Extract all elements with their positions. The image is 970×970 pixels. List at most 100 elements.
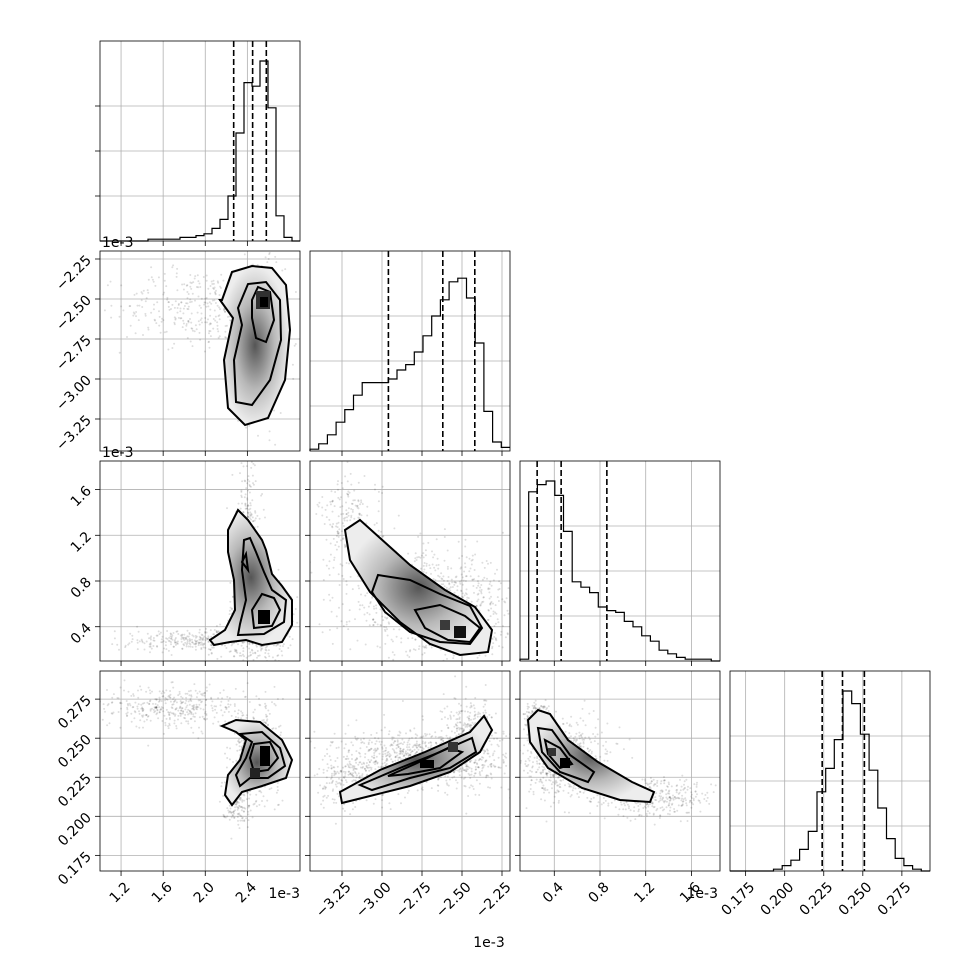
scatter-point <box>238 741 241 744</box>
scatter-point <box>180 636 183 639</box>
scatter-point <box>208 332 210 335</box>
scatter-point <box>195 640 198 643</box>
scatter-point <box>340 513 343 516</box>
scatter-point <box>207 287 210 290</box>
scatter-point <box>220 644 223 647</box>
scatter-point <box>150 647 153 650</box>
scatter-point <box>388 622 391 625</box>
scatter-point <box>250 461 253 463</box>
scatter-point <box>430 572 432 575</box>
scatter-point <box>475 586 478 589</box>
scatter-point <box>168 718 171 721</box>
scatter-point <box>206 302 209 305</box>
scatter-point <box>250 518 252 521</box>
scatter-point <box>186 307 189 310</box>
scatter-point <box>209 629 212 632</box>
scatter-point <box>250 648 253 651</box>
scatter-point <box>487 587 490 590</box>
scatter-point <box>251 649 254 652</box>
scatter-point <box>459 582 462 585</box>
scatter-point <box>246 497 249 500</box>
scatter-point <box>458 580 461 583</box>
scatter-point <box>118 648 120 651</box>
scatter-point <box>179 310 182 313</box>
scatter-point <box>179 317 182 320</box>
scatter-point <box>349 575 352 578</box>
scatter-point <box>346 461 349 463</box>
scatter-point <box>240 717 243 720</box>
scatter-point <box>252 803 255 806</box>
scatter-point <box>345 513 348 516</box>
scatter-point <box>360 514 363 517</box>
scatter-point <box>128 642 131 645</box>
scatter-point <box>171 634 174 637</box>
scatter-point <box>443 536 446 538</box>
scatter-point <box>252 520 255 523</box>
scatter-point <box>252 717 255 720</box>
scatter-point <box>337 521 340 524</box>
scatter-point <box>179 634 182 637</box>
scatter-point <box>229 606 232 609</box>
scatter-point <box>194 275 197 278</box>
scatter-point <box>242 690 245 693</box>
scatter-point <box>156 301 159 304</box>
scatter-point <box>148 645 151 648</box>
scatter-point <box>324 508 327 511</box>
scatter-point <box>184 641 187 644</box>
scatter-point <box>358 517 361 520</box>
scatter-point <box>165 648 168 651</box>
scatter-point <box>414 552 417 555</box>
scatter-point <box>242 650 245 653</box>
scatter-point <box>207 653 210 656</box>
scatter-point <box>55 703 57 705</box>
scatter-point <box>494 611 497 614</box>
scatter-point <box>185 302 188 305</box>
scatter-point <box>345 592 348 595</box>
scatter-point <box>471 554 474 557</box>
scatter-point <box>341 564 344 567</box>
scatter-point <box>158 310 160 313</box>
scatter-point <box>331 500 334 503</box>
scatter-point <box>279 734 282 737</box>
scatter-point <box>329 523 332 526</box>
scatter-point <box>485 560 488 562</box>
scatter-point <box>384 642 387 645</box>
scatter-point <box>128 702 131 705</box>
scatter-point <box>246 498 249 501</box>
scatter-point <box>193 330 196 333</box>
scatter-point <box>264 256 267 259</box>
scatter-point <box>353 499 356 502</box>
scatter-point <box>144 300 147 303</box>
scatter-point <box>198 641 201 644</box>
scatter-point <box>242 647 245 650</box>
scatter-point <box>258 654 261 657</box>
scatter-point <box>350 483 353 486</box>
scatter-point <box>264 690 267 693</box>
scatter-point <box>421 653 424 656</box>
scatter-point <box>248 662 250 664</box>
scatter-point <box>130 640 133 643</box>
scatter-point <box>192 708 195 710</box>
scatter-point <box>424 646 426 648</box>
scatter-point <box>359 604 362 607</box>
scatter-point <box>262 721 265 724</box>
scatter-point <box>328 574 331 576</box>
scatter-point <box>476 540 479 543</box>
scatter-point <box>400 637 403 640</box>
scatter-point <box>235 665 237 667</box>
scatter-point <box>486 577 488 580</box>
scatter-point <box>266 669 268 671</box>
scatter-point <box>266 799 269 802</box>
scatter-point <box>205 689 208 692</box>
scatter-point <box>363 475 366 477</box>
scatter-point <box>274 727 277 730</box>
scatter-point <box>223 309 225 312</box>
scatter-point <box>243 496 246 499</box>
scatter-point <box>331 500 334 503</box>
scatter-point <box>199 643 202 646</box>
scatter-point <box>199 636 202 639</box>
scatter-point <box>216 324 219 327</box>
scatter-point <box>141 640 144 642</box>
scatter-point <box>330 490 333 493</box>
scatter-point <box>454 581 457 584</box>
